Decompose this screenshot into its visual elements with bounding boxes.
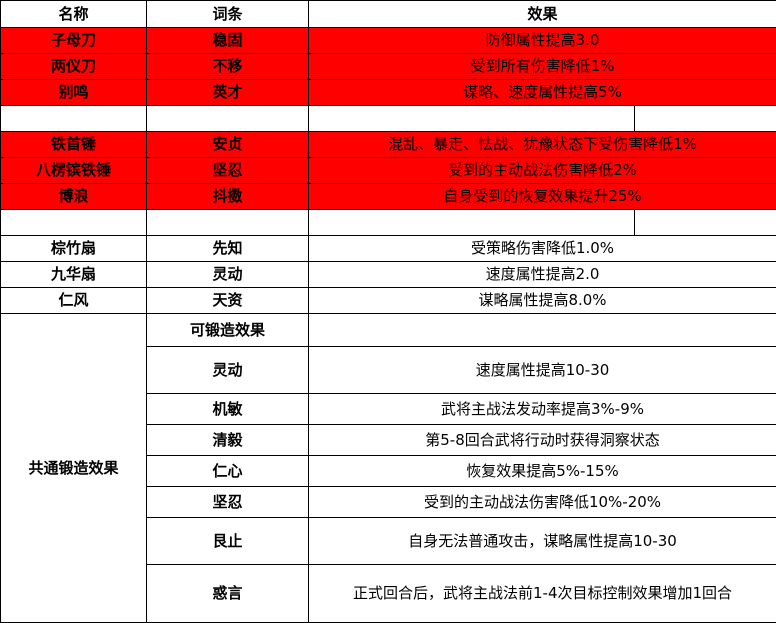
table-row: 两仪刀不移受到所有伤害降低1% [1, 54, 776, 80]
table-row: 博浪抖擞自身受到的恢复效果提升25% [1, 184, 776, 210]
cell-weapon-name[interactable]: 博浪 [1, 184, 147, 210]
cell-weapon-name[interactable] [1, 106, 147, 132]
column-header-entry[interactable]: 词条 [147, 1, 309, 28]
table-row: 八楞镔铁锤坚忍受到的主动战法伤害降低2% [1, 158, 776, 184]
cell-forge-effect[interactable]: 恢复效果提高5%-15% [309, 456, 776, 487]
cell-spacer [309, 106, 635, 132]
cell-weapon-entry[interactable]: 坚忍 [147, 158, 309, 184]
cell-forge-entry[interactable]: 艮止 [147, 518, 309, 565]
cell-weapon-effect[interactable]: 防御属性提高3.0 [309, 28, 776, 54]
cell-weapon-entry[interactable] [147, 106, 309, 132]
cell-weapon-entry[interactable]: 安贞 [147, 132, 309, 158]
cell-weapon-name[interactable]: 子母刀 [1, 28, 147, 54]
cell-weapon-name[interactable]: 别鸣 [1, 80, 147, 106]
cell-weapon-effect[interactable]: 谋略属性提高8.0% [309, 288, 776, 314]
table-header-row: 名称词条效果 [1, 1, 776, 28]
cell-weapon-entry[interactable]: 灵动 [147, 262, 309, 288]
table-row: 铁首锤安贞混乱、暴走、怯战、犹豫状态下受伤害降低1% [1, 132, 776, 158]
table-row: 九华扇灵动速度属性提高2.0 [1, 262, 776, 288]
cell-forge-entry[interactable]: 灵动 [147, 347, 309, 394]
forge-subheader-row: 共通锻造效果可锻造效果 [1, 314, 776, 347]
cell-weapon-name[interactable]: 两仪刀 [1, 54, 147, 80]
table-row [1, 106, 776, 132]
cell-weapon-effect[interactable]: 受到的主动战法伤害降低2% [309, 158, 776, 184]
table-row [1, 210, 776, 236]
cell-forge-effect[interactable]: 正式回合后，武将主战法前1-4次目标控制效果增加1回合 [309, 565, 776, 623]
table-row: 别鸣英才谋略、速度属性提高5% [1, 80, 776, 106]
forge-subheader[interactable]: 可锻造效果 [147, 314, 309, 347]
cell-weapon-entry[interactable]: 不移 [147, 54, 309, 80]
cell-forge-entry[interactable]: 清毅 [147, 425, 309, 456]
column-header-effect[interactable]: 效果 [309, 1, 776, 28]
cell-spacer [309, 210, 635, 236]
cell-forge-entry[interactable]: 机敏 [147, 394, 309, 425]
cell-weapon-name[interactable]: 棕竹扇 [1, 236, 147, 262]
cell-forge-effect[interactable]: 武将主战法发动率提高3%-9% [309, 394, 776, 425]
cell-weapon-effect[interactable]: 受到所有伤害降低1% [309, 54, 776, 80]
cell-spacer [635, 210, 776, 236]
cell-weapon-entry[interactable]: 稳固 [147, 28, 309, 54]
cell-forge-entry[interactable]: 坚忍 [147, 487, 309, 518]
cell-weapon-entry[interactable]: 英才 [147, 80, 309, 106]
cell-forge-entry[interactable]: 仁心 [147, 456, 309, 487]
cell-weapon-name[interactable]: 铁首锤 [1, 132, 147, 158]
forge-section-label: 共通锻造效果 [1, 314, 147, 623]
cell-spacer [635, 106, 776, 132]
cell-forge-effect[interactable]: 第5-8回合武将行动时获得洞察状态 [309, 425, 776, 456]
cell-weapon-effect[interactable]: 自身受到的恢复效果提升25% [309, 184, 776, 210]
cell-weapon-name[interactable]: 八楞镔铁锤 [1, 158, 147, 184]
cell-forge-entry[interactable]: 惑言 [147, 565, 309, 623]
column-header-name[interactable]: 名称 [1, 1, 147, 28]
table-row: 棕竹扇先知受策略伤害降低1.0% [1, 236, 776, 262]
cell-weapon-effect[interactable]: 谋略、速度属性提高5% [309, 80, 776, 106]
cell-spacer [309, 314, 776, 347]
cell-weapon-effect[interactable]: 受策略伤害降低1.0% [309, 236, 776, 262]
cell-weapon-name[interactable] [1, 210, 147, 236]
table-row: 仁风天资谋略属性提高8.0% [1, 288, 776, 314]
cell-forge-effect[interactable]: 自身无法普通攻击，谋略属性提高10-30 [309, 518, 776, 565]
table-row: 子母刀稳固防御属性提高3.0 [1, 28, 776, 54]
cell-weapon-effect[interactable]: 混乱、暴走、怯战、犹豫状态下受伤害降低1% [309, 132, 776, 158]
cell-forge-effect[interactable]: 受到的主动战法伤害降低10%-20% [309, 487, 776, 518]
cell-weapon-name[interactable]: 仁风 [1, 288, 147, 314]
cell-forge-effect[interactable]: 速度属性提高10-30 [309, 347, 776, 394]
cell-weapon-entry[interactable]: 抖擞 [147, 184, 309, 210]
cell-weapon-entry[interactable] [147, 210, 309, 236]
cell-weapon-effect[interactable]: 速度属性提高2.0 [309, 262, 776, 288]
cell-weapon-entry[interactable]: 先知 [147, 236, 309, 262]
cell-weapon-name[interactable]: 九华扇 [1, 262, 147, 288]
cell-weapon-entry[interactable]: 天资 [147, 288, 309, 314]
